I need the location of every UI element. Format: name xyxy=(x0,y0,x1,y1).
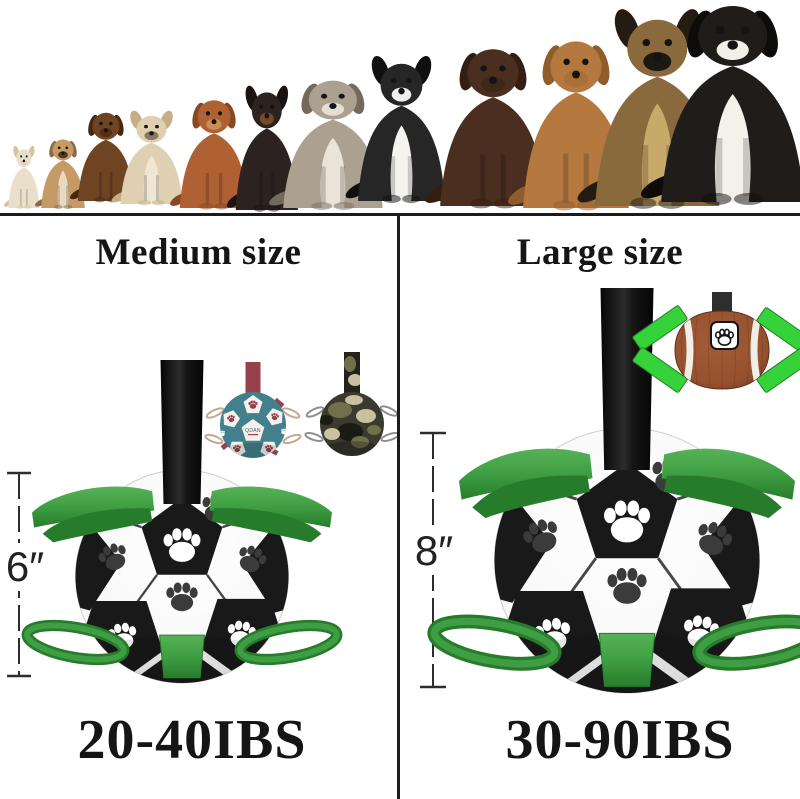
dog-size-lineup-image xyxy=(3,6,800,212)
large-ball-image xyxy=(427,427,800,694)
dog-border-collie-image xyxy=(345,55,445,204)
large-weight-range-label: 30-90IBS xyxy=(505,709,735,771)
horizontal-divider xyxy=(0,213,800,216)
mini-ball-brand-text: QDAN xyxy=(245,428,261,434)
dog-chihuahua-image xyxy=(3,145,40,209)
mini-soccer-ball-image: QDAN xyxy=(204,362,302,458)
medium-size-title: Medium size xyxy=(95,232,302,273)
large-ball-strap-image xyxy=(600,288,654,470)
large-size-title: Large size xyxy=(516,232,684,273)
medium-ball-strap-image xyxy=(160,360,204,504)
dog-puppy-image xyxy=(35,139,85,210)
large-height-label: 8″ xyxy=(406,527,462,575)
mini-camo-ball-image xyxy=(304,352,400,456)
medium-height-label: 6″ xyxy=(0,543,50,591)
football-toy-image xyxy=(632,292,800,393)
dog-dachshund-image xyxy=(70,112,134,203)
dog-french-bulldog-image xyxy=(111,110,183,206)
dog-cavalier-spaniel-image xyxy=(170,100,249,210)
vertical-divider xyxy=(397,215,400,799)
medium-weight-range-label: 20-40IBS xyxy=(77,709,307,771)
dog-miniature-pinscher-image xyxy=(226,85,298,212)
dog-bernese-mountain-dog-image xyxy=(640,6,800,205)
dog-chocolate-labrador-image xyxy=(425,49,546,209)
medium-ball-image xyxy=(21,469,343,684)
